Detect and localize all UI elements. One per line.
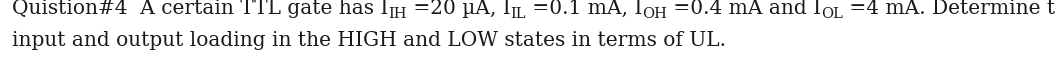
Text: OH: OH [642, 7, 667, 21]
Text: =0.4 mA and I: =0.4 mA and I [667, 0, 822, 18]
Text: =0.1 mA, I: =0.1 mA, I [526, 0, 642, 18]
Text: Quistion#4  A certain TTL gate has I: Quistion#4 A certain TTL gate has I [12, 0, 389, 18]
Text: IH: IH [389, 7, 407, 21]
Text: OL: OL [822, 7, 844, 21]
Text: =4 mA. Determine the: =4 mA. Determine the [844, 0, 1056, 18]
Text: IL: IL [511, 7, 526, 21]
Text: input and output loading in the HIGH and LOW states in terms of UL.: input and output loading in the HIGH and… [12, 31, 727, 50]
Text: =20 µA, I: =20 µA, I [407, 0, 511, 18]
